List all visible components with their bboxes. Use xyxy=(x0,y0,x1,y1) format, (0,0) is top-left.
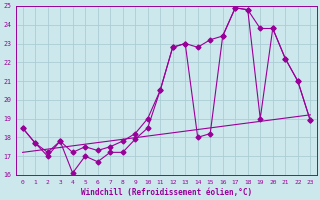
X-axis label: Windchill (Refroidissement éolien,°C): Windchill (Refroidissement éolien,°C) xyxy=(81,188,252,197)
